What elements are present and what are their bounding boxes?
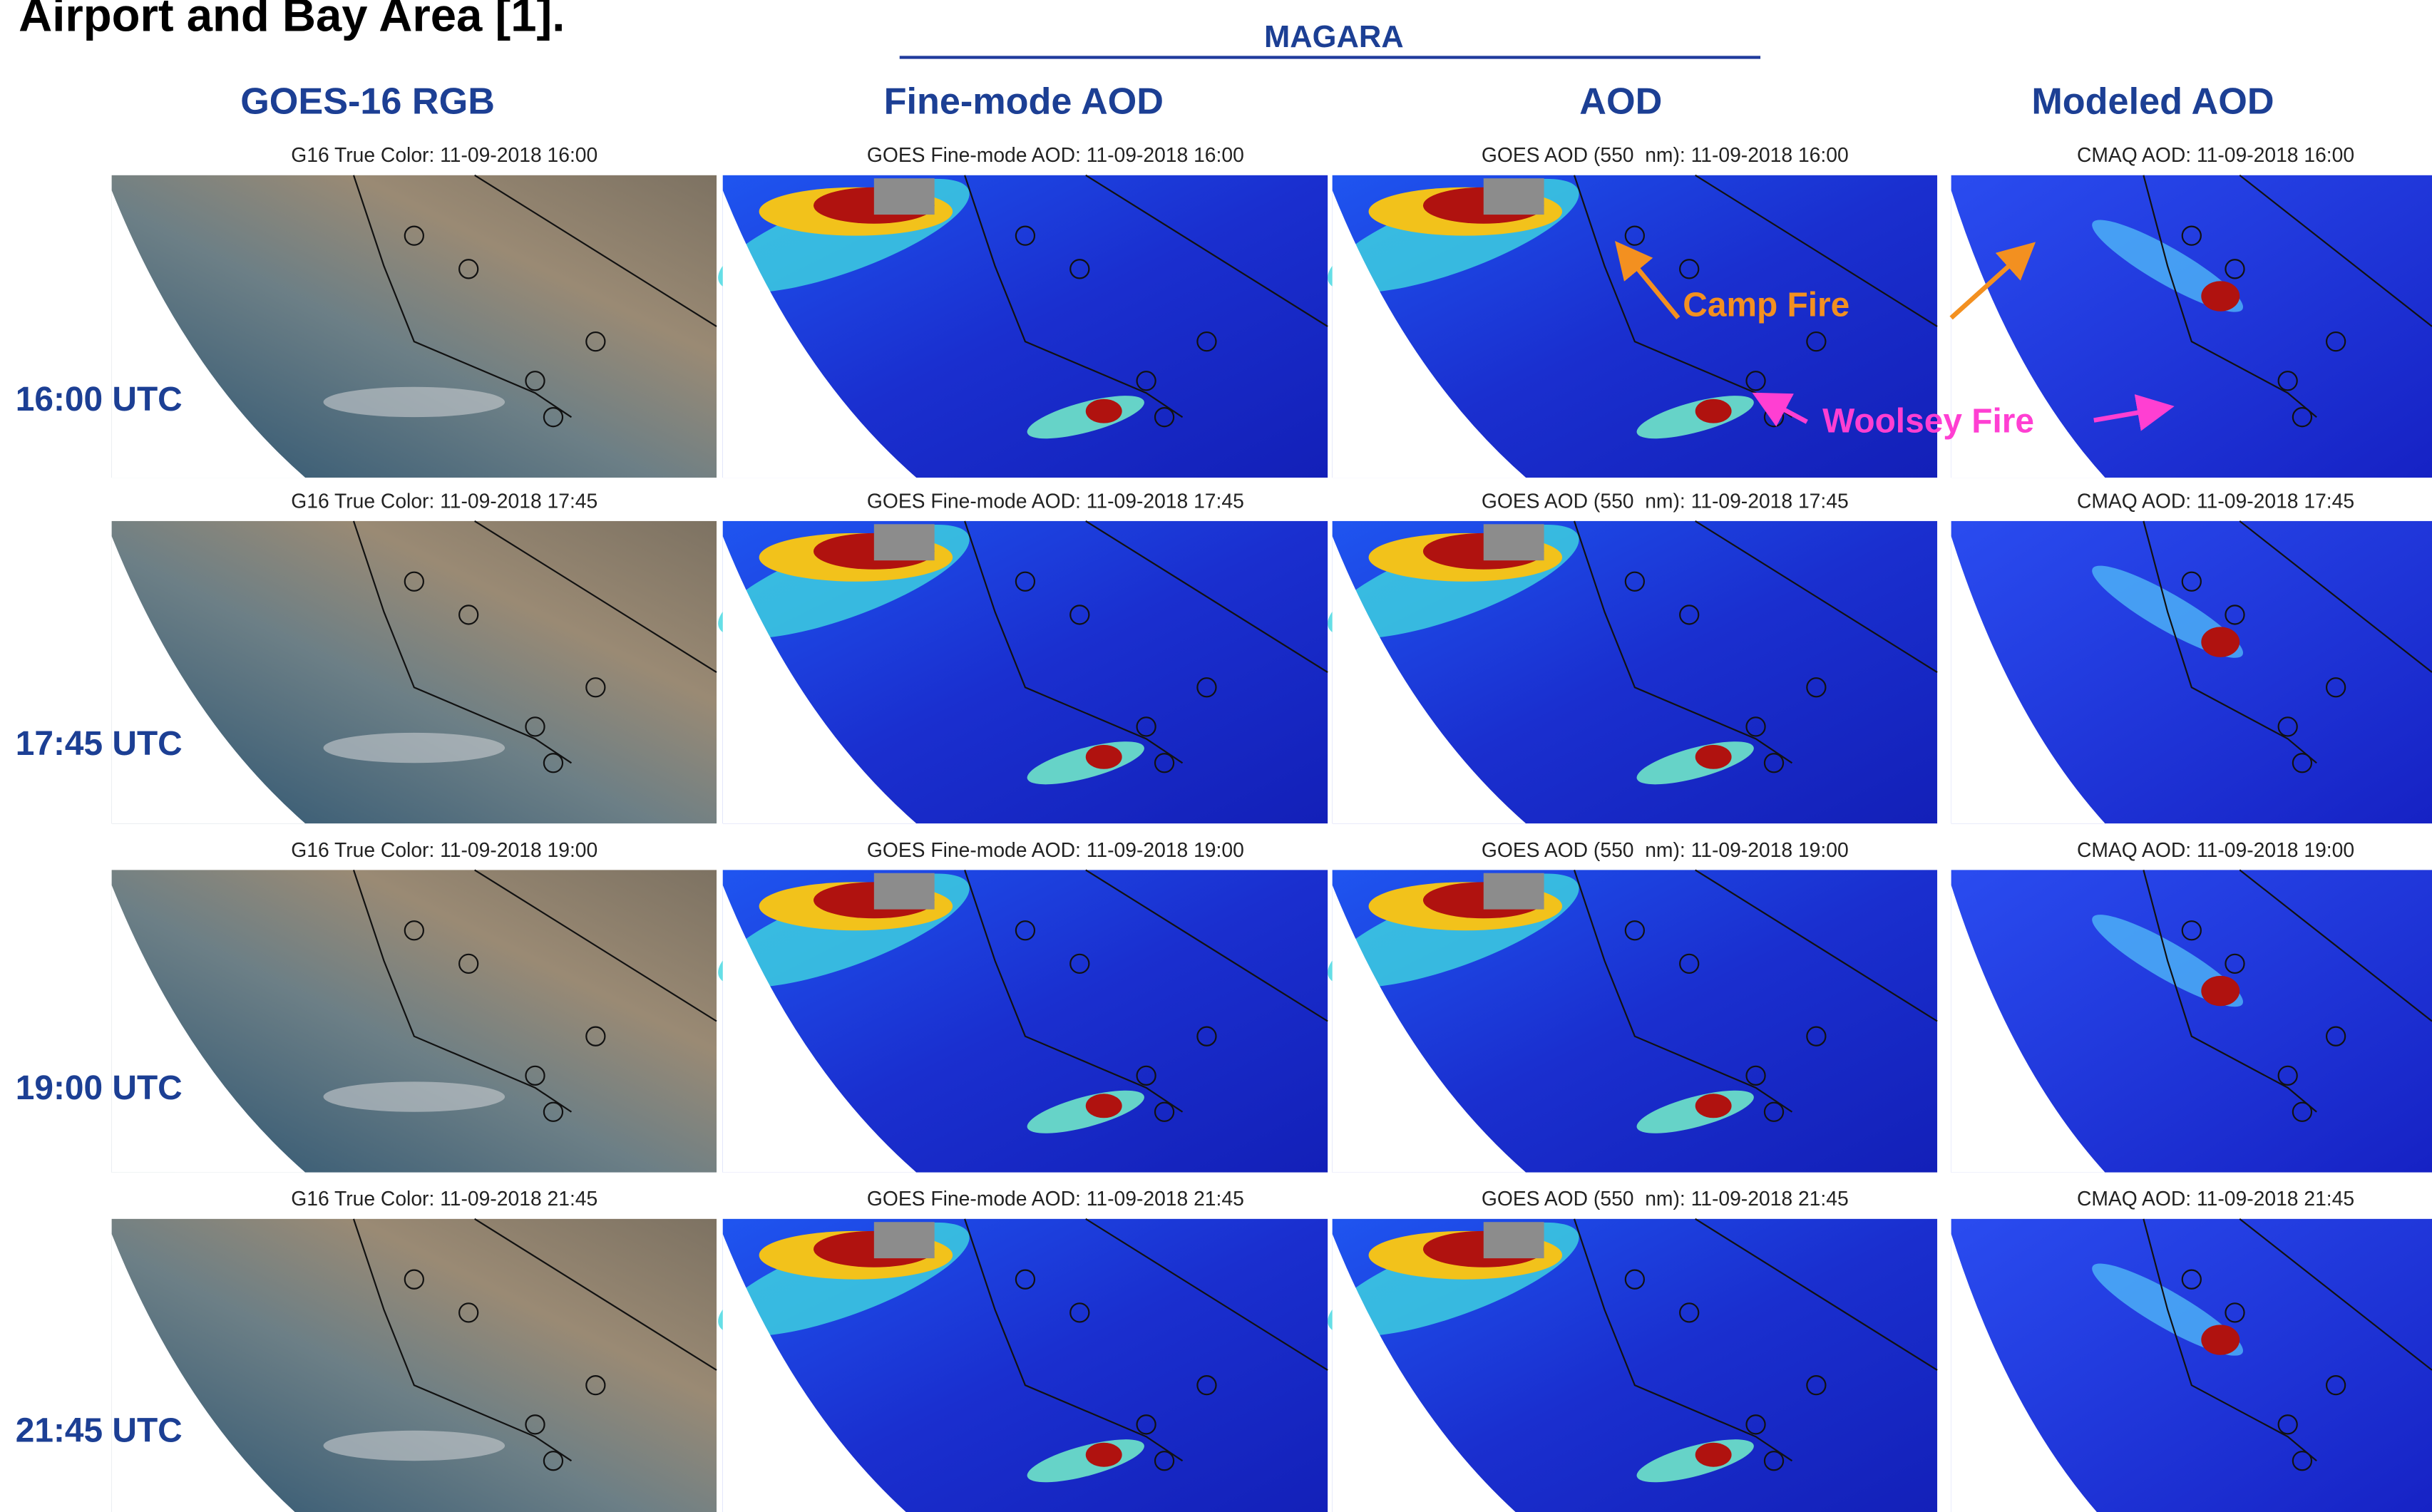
woolsey-core (1695, 1443, 1732, 1467)
woolsey-core (1086, 399, 1122, 423)
map-panel (112, 870, 717, 1172)
model-core (2201, 281, 2239, 311)
woolsey-core (1695, 1094, 1732, 1118)
woolsey-core (1086, 745, 1122, 769)
panel-title: G16 True Color: 11-09-2018 17:45 (291, 489, 597, 512)
row-label: 21:45 UTC (16, 1412, 183, 1450)
cloud-mask (874, 1222, 935, 1258)
cloud-mask (874, 873, 935, 910)
figure: Airport and Bay Area [1]. MAGARA GOES-16… (0, 0, 2432, 1512)
panel-title: GOES Fine-mode AOD: 11-09-2018 17:45 (867, 489, 1244, 512)
column-header: AOD (1579, 81, 1662, 123)
map-panel (1951, 870, 2432, 1172)
cloud-mask (874, 524, 935, 560)
map-panel (707, 156, 1328, 478)
map-panel (1951, 1219, 2432, 1512)
panel-title: GOES Fine-mode AOD: 11-09-2018 19:00 (867, 838, 1244, 861)
map-panel (1951, 521, 2432, 823)
map-panel (112, 1219, 717, 1512)
row-label: 19:00 UTC (16, 1069, 183, 1107)
panel-title: GOES AOD (550 nm): 11-09-2018 16:00 (1482, 143, 1849, 166)
model-core (2201, 1325, 2239, 1354)
cloud-mask (874, 178, 935, 215)
panel-title: G16 True Color: 11-09-2018 21:45 (291, 1187, 597, 1210)
cloud-mask (1484, 873, 1544, 910)
cloud-mask (1484, 524, 1544, 560)
panel-title: GOES AOD (550 nm): 11-09-2018 17:45 (1482, 489, 1849, 512)
column-header: Fine-mode AOD (884, 81, 1164, 123)
row-label: 16:00 UTC (16, 381, 183, 418)
panel-title: CMAQ AOD: 11-09-2018 19:00 (2077, 838, 2354, 861)
panel-title: G16 True Color: 11-09-2018 19:00 (291, 838, 597, 861)
column-header: Modeled AOD (2031, 81, 2274, 123)
model-core (2201, 976, 2239, 1006)
panel-title: CMAQ AOD: 11-09-2018 21:45 (2077, 1187, 2354, 1210)
woolsey-core (1695, 745, 1732, 769)
smoke (324, 733, 506, 763)
woolsey-core (1695, 399, 1732, 423)
smoke (324, 1081, 506, 1111)
panel-title: GOES AOD (550 nm): 11-09-2018 19:00 (1482, 838, 1849, 861)
panel-title: G16 True Color: 11-09-2018 16:00 (291, 143, 597, 166)
cloud-mask (1484, 1222, 1544, 1258)
map-panel (707, 502, 1328, 823)
map-panel (1316, 1200, 1938, 1512)
smoke (324, 387, 506, 417)
cloud-mask (1484, 178, 1544, 215)
model-core (2201, 627, 2239, 657)
annotation: Camp Fire (1683, 286, 1849, 324)
panel-title: CMAQ AOD: 11-09-2018 16:00 (2077, 143, 2354, 166)
map-panel (112, 175, 717, 478)
woolsey-core (1086, 1443, 1122, 1467)
map-panel (112, 521, 717, 823)
panel-title: GOES AOD (550 nm): 11-09-2018 21:45 (1482, 1187, 1849, 1210)
smoke (324, 1431, 506, 1461)
woolsey-core (1086, 1094, 1122, 1118)
map-panel (1316, 502, 1938, 823)
row-label: 17:45 UTC (16, 725, 183, 763)
annotation: Woolsey Fire (1822, 403, 2034, 441)
group-label: MAGARA (1264, 20, 1404, 54)
panel-title: GOES Fine-mode AOD: 11-09-2018 16:00 (867, 143, 1244, 166)
map-panel (1316, 851, 1938, 1173)
panel-title: CMAQ AOD: 11-09-2018 17:45 (2077, 489, 2354, 512)
panel-title: GOES Fine-mode AOD: 11-09-2018 21:45 (867, 1187, 1244, 1210)
column-header: GOES-16 RGB (240, 81, 495, 123)
map-panel (707, 1200, 1328, 1512)
header-text: Airport and Bay Area [1]. (19, 0, 565, 41)
map-panels (112, 156, 2432, 1512)
map-panel (707, 851, 1328, 1173)
